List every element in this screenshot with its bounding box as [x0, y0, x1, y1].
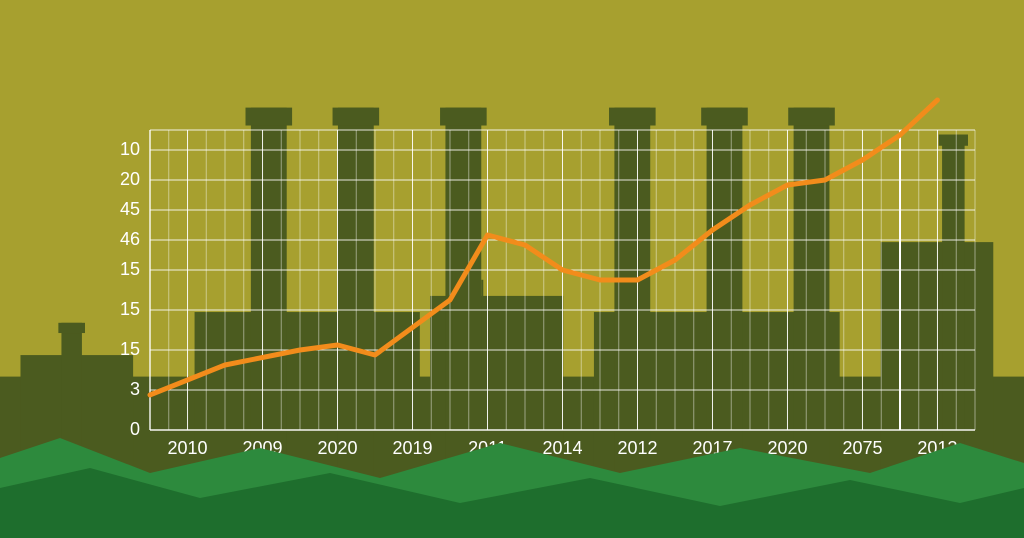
x-tick-label: 2019 [378, 438, 448, 459]
y-tick-label: 10 [100, 139, 140, 160]
x-tick-label: 2014 [528, 438, 598, 459]
y-tick-label: 15 [100, 339, 140, 360]
x-tick-label: 2010 [153, 438, 223, 459]
x-tick-label: 2012 [602, 438, 672, 459]
x-tick-label: 2009 [228, 438, 298, 459]
y-tick-label: 46 [100, 229, 140, 250]
x-tick-label: 2020 [303, 438, 373, 459]
y-tick-label: 3 [100, 379, 140, 400]
y-tick-label: 0 [100, 419, 140, 440]
x-tick-label: 2017 [677, 438, 747, 459]
y-tick-label: 20 [100, 169, 140, 190]
x-tick-label: 2075 [827, 438, 897, 459]
y-tick-label: 45 [100, 199, 140, 220]
x-tick-label: 2011 [453, 438, 523, 459]
x-tick-label: 2020 [752, 438, 822, 459]
y-tick-label: 15 [100, 259, 140, 280]
infographic-stage: 1020454615151530 20102009202020192011201… [0, 0, 1024, 538]
y-tick-label: 15 [100, 299, 140, 320]
x-tick-label: 2013 [902, 438, 972, 459]
